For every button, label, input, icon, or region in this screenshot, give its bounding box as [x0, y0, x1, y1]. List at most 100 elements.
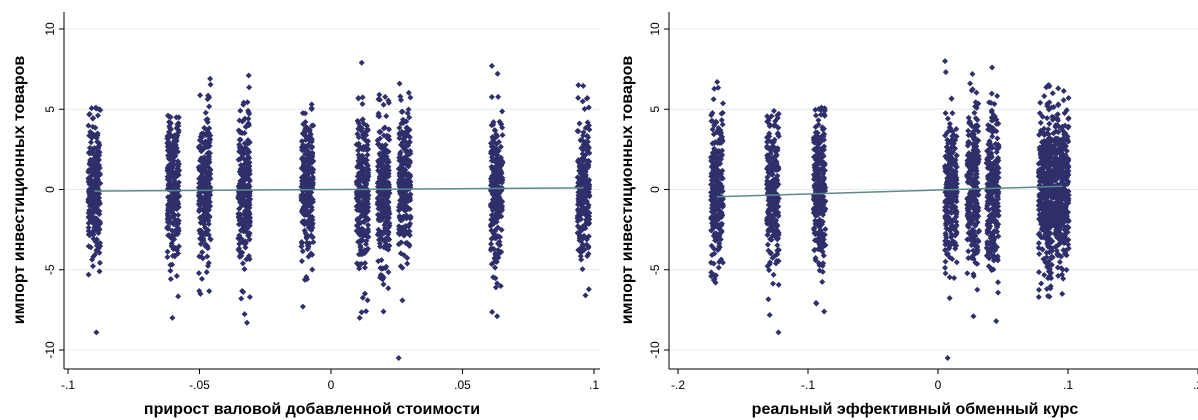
- data-point: [171, 236, 178, 243]
- data-point: [359, 94, 366, 101]
- y-tick-label: 0: [43, 186, 57, 193]
- data-point: [207, 81, 214, 88]
- data-point: [491, 216, 498, 223]
- data-point: [309, 159, 316, 166]
- data-point: [308, 122, 315, 129]
- data-point: [774, 131, 781, 138]
- data-point: [488, 241, 495, 248]
- data-point: [966, 179, 973, 186]
- data-point: [771, 121, 778, 128]
- data-point: [944, 115, 951, 122]
- data-point: [85, 149, 92, 156]
- data-point: [581, 105, 588, 112]
- data-point: [966, 120, 973, 127]
- data-point: [714, 78, 721, 85]
- data-point: [245, 140, 252, 147]
- data-point: [299, 110, 306, 117]
- data-point: [356, 265, 363, 272]
- data-point: [579, 266, 586, 273]
- data-point: [385, 285, 392, 292]
- data-point: [715, 223, 722, 230]
- data-point: [487, 175, 494, 182]
- data-point: [992, 220, 999, 227]
- data-point: [244, 99, 251, 106]
- data-point: [984, 227, 991, 234]
- data-point: [86, 111, 93, 118]
- data-point: [820, 252, 827, 259]
- data-point: [583, 95, 590, 102]
- data-point: [243, 319, 250, 326]
- data-point: [1043, 249, 1050, 256]
- data-point: [384, 193, 391, 200]
- data-point: [396, 124, 403, 131]
- data-point: [585, 286, 592, 293]
- data-point: [987, 190, 994, 197]
- data-point: [89, 263, 96, 270]
- data-point: [578, 249, 585, 256]
- data-point: [237, 191, 244, 198]
- data-point: [1035, 269, 1042, 276]
- y-tick-label: -10: [43, 341, 57, 359]
- data-point: [245, 181, 252, 188]
- data-point: [577, 253, 584, 260]
- data-point: [497, 143, 504, 150]
- data-point: [964, 270, 971, 277]
- data-point: [773, 166, 780, 173]
- data-point: [206, 137, 213, 144]
- data-point: [1037, 198, 1044, 205]
- data-point: [307, 197, 314, 204]
- data-point: [585, 189, 592, 196]
- y-tick-label: 0: [648, 186, 662, 193]
- data-point: [1036, 211, 1043, 218]
- data-point: [769, 198, 776, 205]
- data-point: [175, 227, 182, 234]
- data-point: [1048, 204, 1055, 211]
- data-point: [1052, 243, 1059, 250]
- x-tick-label: -.1: [61, 378, 75, 392]
- data-point: [306, 225, 313, 232]
- data-point: [1037, 119, 1044, 126]
- data-point: [993, 188, 1000, 195]
- data-point: [576, 235, 583, 242]
- data-point: [176, 167, 183, 174]
- data-point: [944, 163, 951, 170]
- data-point: [965, 160, 972, 167]
- data-point: [398, 224, 405, 231]
- data-point: [303, 211, 310, 218]
- data-point: [775, 110, 782, 117]
- data-point: [493, 151, 500, 158]
- data-point: [308, 101, 315, 108]
- data-point: [168, 205, 175, 212]
- data-point: [1056, 259, 1063, 266]
- data-point: [494, 280, 501, 287]
- data-point: [199, 145, 206, 152]
- data-point: [495, 241, 502, 248]
- data-point: [580, 143, 587, 150]
- data-point: [811, 230, 818, 237]
- data-point: [989, 144, 996, 151]
- data-point: [384, 156, 391, 163]
- data-point: [1054, 111, 1061, 118]
- data-point: [964, 207, 971, 214]
- data-point: [93, 242, 100, 249]
- data-point: [383, 181, 390, 188]
- data-point: [1056, 160, 1063, 167]
- data-point: [579, 98, 586, 105]
- data-point: [354, 190, 361, 197]
- data-point: [395, 355, 402, 362]
- data-point: [491, 198, 498, 205]
- data-point: [987, 127, 994, 134]
- data-point: [306, 216, 313, 223]
- data-point: [173, 273, 180, 280]
- data-point: [397, 93, 404, 100]
- data-point: [1061, 240, 1068, 247]
- x-tick-label: 0: [328, 378, 335, 392]
- data-point: [575, 189, 582, 196]
- data-point: [984, 200, 991, 207]
- data-point: [385, 208, 392, 215]
- data-point: [298, 183, 305, 190]
- data-point: [1055, 272, 1062, 279]
- data-point: [948, 178, 955, 185]
